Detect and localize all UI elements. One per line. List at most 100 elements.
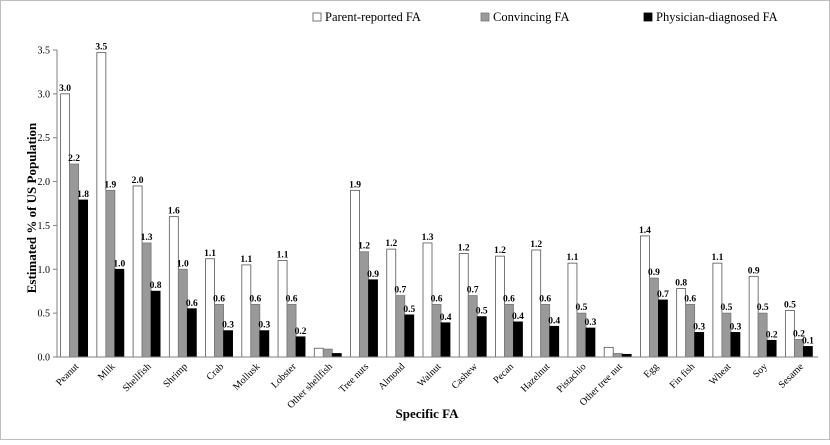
data-label: 0.3 [729, 322, 741, 332]
bar-0-8 [350, 189, 360, 358]
data-label: 1.1 [277, 251, 289, 261]
data-label: 1.0 [113, 259, 125, 269]
bar-0-19 [748, 275, 759, 358]
bar-2-2 [150, 290, 161, 358]
y-tick-label: 0.5 [38, 309, 51, 320]
data-label: 0.6 [286, 294, 298, 304]
legend-label: Parent-reported FA [325, 10, 421, 24]
bar-1-13 [540, 303, 551, 358]
y-tick-label: 1.5 [38, 221, 51, 232]
data-label: 0.5 [403, 305, 415, 315]
data-label: 0.5 [476, 307, 488, 317]
bar-0-5 [241, 264, 252, 358]
data-label: 1.2 [358, 242, 370, 252]
data-label: 0.9 [648, 268, 660, 278]
data-label: 1.2 [530, 240, 542, 250]
data-label: 1.2 [494, 246, 506, 256]
data-label: 0.8 [675, 279, 687, 289]
y-tick-label: 0.0 [38, 353, 51, 364]
data-label: 0.8 [150, 281, 162, 291]
data-label: 0.4 [512, 312, 524, 322]
bar-2-18 [730, 332, 741, 358]
bar-2-13 [549, 325, 560, 358]
data-label: 3.0 [59, 84, 71, 94]
bar-0-0 [60, 93, 71, 358]
y-tick-label: 1.0 [38, 265, 51, 276]
data-label: 2.2 [68, 154, 80, 164]
data-label: 1.1 [240, 255, 252, 265]
bar-0-1 [96, 52, 107, 358]
y-tick-label: 2.0 [38, 177, 51, 188]
bar-0-15 [603, 346, 614, 358]
bar-2-17 [694, 332, 705, 358]
bar-0-12 [495, 255, 505, 358]
bar-0-3 [168, 216, 179, 358]
bar-0-9 [386, 248, 397, 358]
data-label: 0.6 [431, 294, 443, 304]
bar-2-3 [186, 308, 197, 358]
data-label: 0.5 [784, 301, 796, 311]
bar-2-1 [114, 268, 125, 358]
legend-label: Convincing FA [493, 10, 570, 24]
legend-label: Physician-diagnosed FA [656, 10, 778, 24]
y-tick-label: 3.0 [38, 89, 51, 100]
bar-0-11 [458, 253, 469, 358]
bar-2-6 [295, 336, 306, 358]
data-label: 0.3 [585, 318, 597, 328]
data-label: 1.3 [422, 233, 434, 243]
bar-1-7 [322, 348, 333, 358]
data-label: 1.2 [458, 243, 470, 253]
bar-0-6 [277, 260, 288, 358]
data-label: 0.9 [748, 266, 760, 276]
data-label: 1.3 [141, 233, 153, 243]
y-axis: 0.0 0.5 1.0 1.5 2.0 2.5 3.0 3.5 [38, 46, 58, 364]
bar-2-5 [259, 330, 270, 358]
data-label: 1.8 [77, 190, 89, 200]
data-label: 0.6 [186, 299, 198, 309]
legend: Parent-reported FA Convincing FA Physician… [312, 10, 778, 24]
bar-1-3 [177, 268, 188, 358]
data-label: 1.9 [104, 180, 116, 190]
bar-2-0 [78, 199, 89, 358]
data-label: 1.4 [639, 226, 651, 236]
bar-1-1 [105, 189, 116, 358]
data-label: 0.6 [249, 294, 261, 304]
bar-1-11 [467, 295, 478, 358]
bar-0-16 [640, 235, 650, 358]
data-label: 1.2 [385, 239, 397, 249]
bar-2-4 [223, 330, 233, 358]
y-tick-label: 2.5 [38, 133, 51, 144]
data-label: 0.6 [539, 294, 551, 304]
bar-1-8 [359, 251, 369, 358]
bar-1-15 [612, 353, 623, 358]
y-axis-title: Estimated % of US Population [24, 122, 39, 293]
bar-0-4 [205, 258, 215, 358]
data-label: 1.1 [711, 253, 723, 263]
data-label: 1.6 [168, 207, 180, 217]
data-label: 0.3 [693, 322, 705, 332]
bar-2-8 [368, 279, 378, 358]
x-axis-title: Specific FA [396, 406, 460, 421]
bar-1-18 [721, 312, 732, 358]
data-label: 0.3 [222, 321, 234, 331]
data-label: 0.5 [720, 303, 732, 313]
data-label: 1.0 [177, 259, 189, 269]
bar-2-20 [802, 346, 813, 358]
data-label: 3.5 [95, 43, 107, 53]
bar-2-7 [331, 353, 342, 358]
data-label: 0.6 [503, 294, 515, 304]
data-label: 0.3 [258, 321, 270, 331]
data-label: 2.0 [132, 176, 144, 186]
bar-0-7 [313, 347, 324, 358]
data-label: 0.5 [576, 303, 588, 313]
data-label: 1.9 [349, 180, 361, 190]
data-label: 0.4 [548, 316, 560, 326]
data-label: 0.4 [440, 313, 452, 323]
bar-2-9 [404, 314, 415, 358]
bar-1-2 [141, 242, 152, 358]
data-label: 1.1 [204, 249, 216, 259]
bars: 3.0 2.2 1.8 3.5 1.9 1.0 2.0 1.3 0.8 1.6 1.0 0.6 1.1 0… [59, 43, 814, 358]
